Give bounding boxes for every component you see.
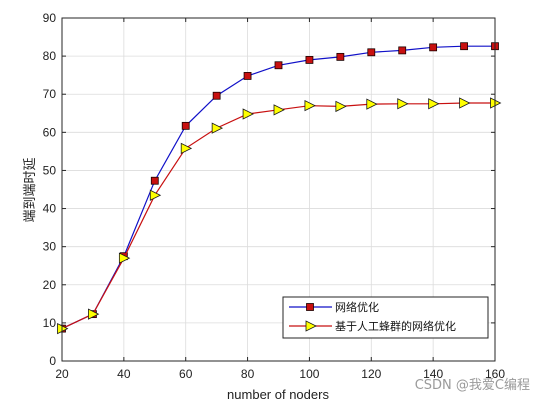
y-tick-label: 70 (43, 87, 57, 101)
data-point-series-1 (150, 176, 159, 185)
y-axis-label: 端到端时延 (23, 157, 38, 222)
data-point-series-2 (180, 142, 193, 154)
x-tick-label: 80 (241, 367, 255, 381)
data-point-series-2 (397, 98, 409, 110)
legend-box (282, 296, 489, 339)
x-tick-label: 60 (179, 367, 193, 381)
y-tick-label: 40 (43, 202, 57, 216)
y-tick-label: 50 (43, 163, 57, 177)
data-point-series-1 (336, 52, 345, 61)
data-point-series-1 (398, 46, 407, 55)
series-layer (57, 42, 502, 335)
data-point-series-1 (305, 56, 314, 64)
data-point-series-2 (335, 100, 347, 113)
data-point-series-2 (88, 308, 100, 320)
data-point-series-2 (273, 104, 285, 116)
plot-frame (61, 17, 496, 362)
data-point-series-1 (243, 72, 252, 80)
y-tick-label: 60 (43, 125, 57, 139)
x-tick-label: 20 (55, 367, 69, 381)
data-point-series-1 (429, 43, 438, 52)
data-point-series-1 (274, 61, 283, 70)
y-tick-label: 80 (43, 49, 57, 63)
legend: 网络优化 基于人工蜂群的网络优化 (282, 296, 489, 339)
legend-marker-triangle (305, 320, 317, 332)
data-point-series-1 (460, 42, 468, 51)
legend-label-series-2: 基于人工蜂群的网络优化 (335, 319, 456, 333)
data-point-series-2 (366, 98, 378, 110)
data-point-series-2 (149, 189, 162, 201)
x-tick-label: 160 (485, 367, 505, 381)
data-point-series-1 (181, 121, 190, 130)
legend-label-series-1: 网络优化 (335, 300, 379, 314)
x-tick-label: 100 (299, 367, 319, 381)
x-tick-label: 40 (117, 367, 131, 381)
data-point-series-1 (367, 48, 376, 57)
legend-marker-square (306, 303, 314, 311)
axis-ticks: 20 40 60 80 100 120 140 160 0 10 20 30 40 50 60 70 80 90 (43, 11, 506, 381)
y-tick-label: 0 (49, 354, 56, 368)
y-tick-label: 20 (43, 278, 57, 292)
data-point-series-2 (242, 108, 254, 120)
y-tick-label: 90 (43, 11, 57, 25)
data-point-series-2 (304, 100, 316, 112)
data-point-series-2 (118, 252, 131, 264)
data-point-series-2 (428, 98, 440, 110)
x-tick-label: 120 (361, 367, 381, 381)
watermark: CSDN @我爱C编程 (415, 378, 530, 393)
x-tick-label: 140 (423, 367, 443, 381)
y-tick-label: 10 (43, 316, 57, 330)
y-tick-label: 30 (43, 240, 57, 254)
data-point-series-1 (212, 91, 221, 100)
data-point-series-2 (459, 97, 471, 109)
data-point-series-2 (211, 122, 224, 134)
x-axis-label: number of noders (227, 387, 329, 402)
